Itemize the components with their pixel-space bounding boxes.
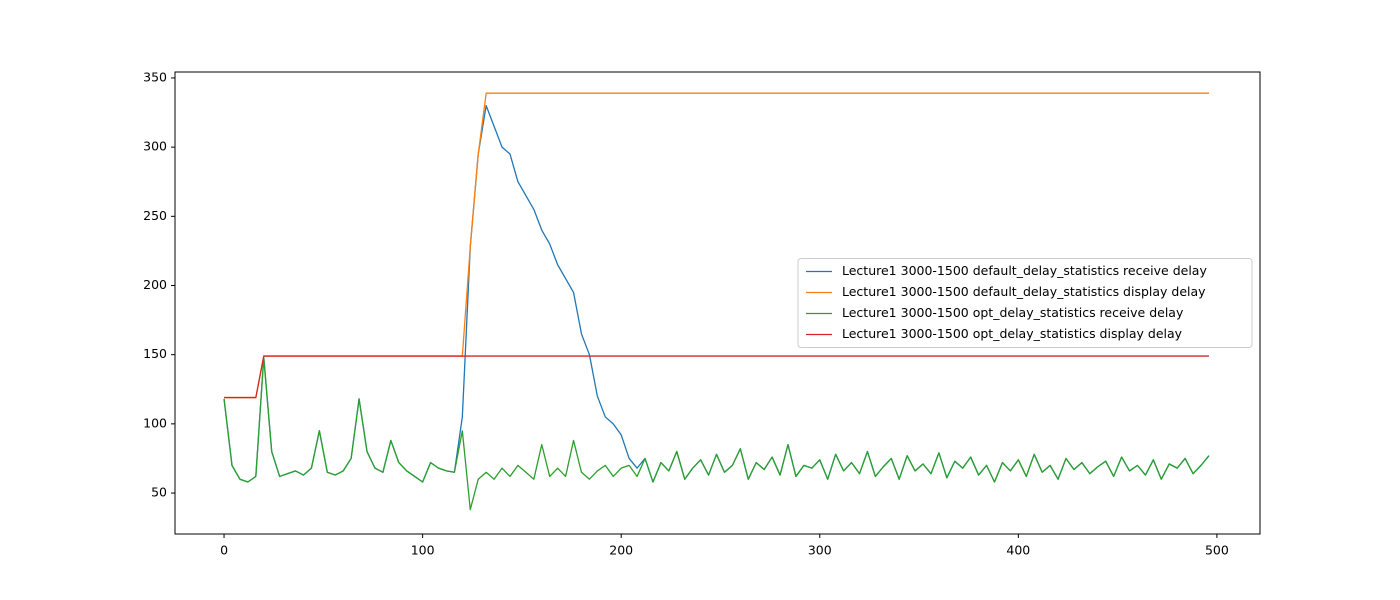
legend: Lecture1 3000-1500 default_delay_statist… bbox=[797, 258, 1253, 348]
y-tick-label: 100 bbox=[143, 415, 167, 430]
y-tick-label: 300 bbox=[143, 139, 167, 154]
x-tick-label: 100 bbox=[411, 543, 435, 558]
legend-label: Lecture1 3000-1500 default_delay_statist… bbox=[842, 263, 1207, 278]
plot-frame bbox=[174, 71, 1261, 535]
legend-label: Lecture1 3000-1500 default_delay_statist… bbox=[842, 284, 1206, 299]
x-tick-label: 300 bbox=[808, 543, 832, 558]
y-tick-label: 250 bbox=[143, 208, 167, 223]
y-tick-label: 200 bbox=[143, 277, 167, 292]
x-tick-label: 500 bbox=[1205, 543, 1229, 558]
legend-label: Lecture1 3000-1500 opt_delay_statistics … bbox=[842, 305, 1184, 320]
x-tick-label: 200 bbox=[609, 543, 633, 558]
y-tick-label: 350 bbox=[143, 69, 167, 84]
legend-label: Lecture1 3000-1500 opt_delay_statistics … bbox=[842, 326, 1183, 341]
series-line bbox=[224, 92, 1209, 399]
series-line bbox=[223, 356, 1210, 511]
legend-box bbox=[797, 258, 1253, 348]
y-tick-label: 150 bbox=[143, 346, 167, 361]
x-tick-label: 0 bbox=[220, 543, 228, 558]
y-tick-label: 50 bbox=[151, 485, 167, 500]
x-tick-label: 400 bbox=[1006, 543, 1030, 558]
series-line bbox=[224, 355, 1209, 399]
